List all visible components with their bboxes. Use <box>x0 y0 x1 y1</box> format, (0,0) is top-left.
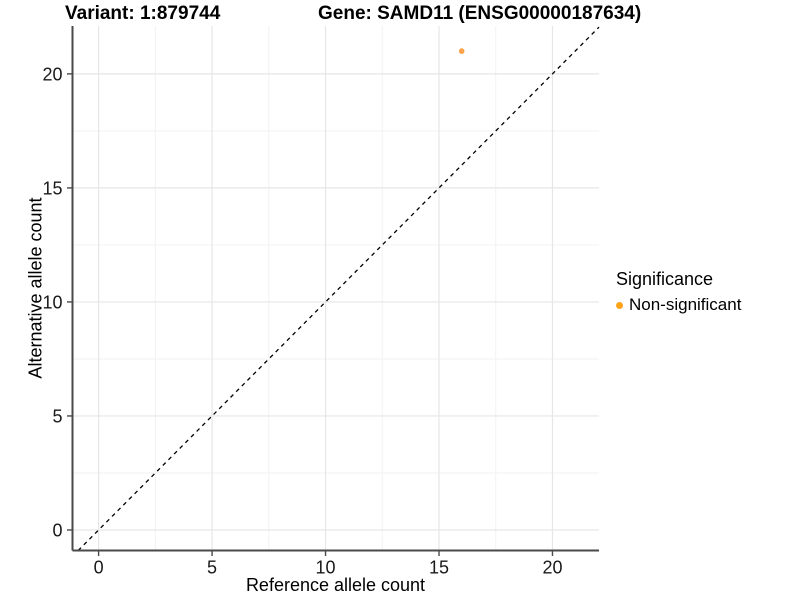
y-tick-label: 0 <box>52 520 62 540</box>
y-tick-label: 5 <box>52 406 62 426</box>
y-tick-label: 10 <box>42 292 62 312</box>
x-tick-label: 5 <box>207 558 217 578</box>
y-tick-label: 15 <box>42 178 62 198</box>
plot-title-variant: Variant: 1:879744 <box>65 3 221 24</box>
y-axis-title: Alternative allele count <box>25 197 46 379</box>
legend-item-non-significant: Non-significant <box>616 295 741 315</box>
legend: Significance Non-significant <box>616 269 741 315</box>
y-tick-label: 20 <box>42 64 62 84</box>
x-tick-label: 15 <box>429 558 449 578</box>
legend-item-label: Non-significant <box>629 295 742 314</box>
x-tick-label: 10 <box>316 558 336 578</box>
x-tick-label: 0 <box>94 558 104 578</box>
plot-title-gene: Gene: SAMD11 (ENSG00000187634) <box>318 3 642 24</box>
x-tick-label: 20 <box>542 558 562 578</box>
legend-marker-circle-icon <box>616 301 623 309</box>
legend-title: Significance <box>616 269 714 289</box>
identity-line <box>77 26 600 551</box>
data-point <box>458 48 465 54</box>
x-axis-title: Reference allele count <box>245 575 426 595</box>
